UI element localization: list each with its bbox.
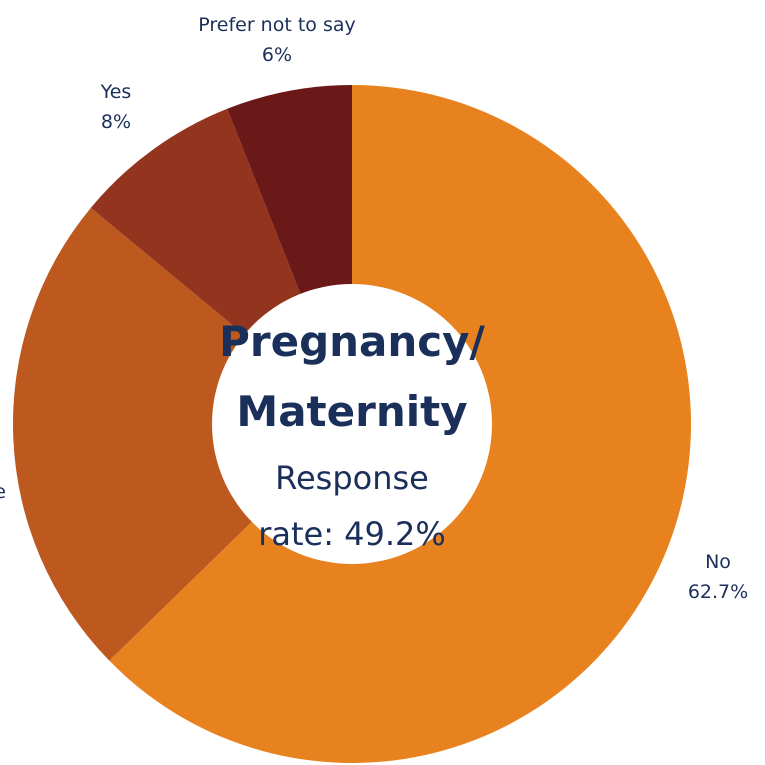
slice-value-label-prefer-not-to-say: 6% (262, 44, 292, 66)
center-title-line-2: Maternity (236, 387, 467, 436)
slice-value-label-yes: 8% (101, 111, 131, 133)
slice-label-no: No (705, 551, 731, 573)
slice-label-not-applicable: Not applicable (0, 481, 6, 503)
donut-hole (212, 284, 492, 564)
center-title-line-1: Pregnancy/ (219, 317, 485, 366)
slice-not-applicable (12, 207, 352, 661)
slice-label-yes: Yes (100, 81, 132, 103)
center-subtitle-line-2: rate: 49.2% (258, 515, 446, 553)
slice-labels: No 62.7% Not applicable Yes 8% Prefer not to … (0, 14, 748, 603)
center-subtitle-line-1: Response (275, 459, 429, 497)
slice-value-label-no: 62.7% (688, 581, 748, 603)
slice-label-prefer-not-to-say: Prefer not to say (198, 14, 356, 36)
